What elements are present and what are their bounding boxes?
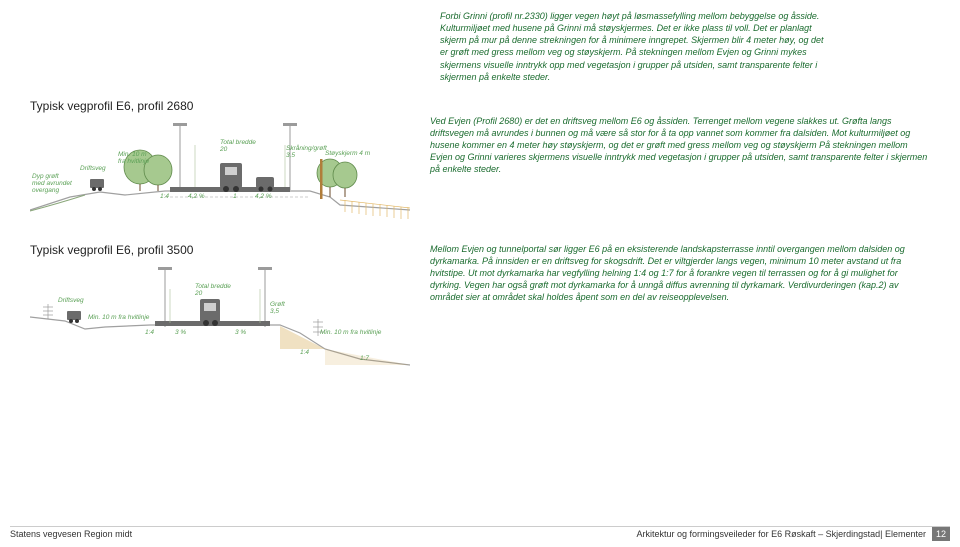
section-title-2680: Typisk vegprofil E6, profil 2680 <box>30 99 930 113</box>
label-s2: 4,2 % <box>188 193 205 200</box>
label-dyp-groft: Dyp grøftmed avrundetovergang <box>32 173 72 194</box>
diagram-3500: Driftsveg Min. 10 m fra hvitlinje Total … <box>30 259 410 374</box>
page-number: 12 <box>932 527 950 541</box>
label-s1: 1:4 <box>160 193 169 200</box>
label-3l: 3 % <box>175 329 186 336</box>
label-min10r-2: Min. 10 m fra hvitlinje <box>320 329 381 336</box>
footer-left: Statens vegvesen Region midt <box>10 529 132 539</box>
label-s3: 4,2 % <box>255 193 272 200</box>
label-min10: Min. 10 mfra hvitlinje <box>118 151 149 165</box>
label-l14: 1:4 <box>145 329 154 336</box>
label-groft-2: Grøft3,5 <box>270 301 285 315</box>
label-total: Total bredde20 <box>220 139 256 153</box>
diagram-2680: Dyp grøftmed avrundetovergang Driftsveg … <box>30 115 410 225</box>
section-title-3500: Typisk vegprofil E6, profil 3500 <box>30 243 410 257</box>
label-driftsveg: Driftsveg <box>80 165 106 172</box>
label-3r: 3 % <box>235 329 246 336</box>
label-stoyskjerm: Støyskjerm 4 m <box>325 150 370 157</box>
label-one: 1 <box>233 193 237 200</box>
label-skraning: Skråning/grøft3,5 <box>286 145 327 159</box>
label-total-2: Total bredde20 <box>195 283 231 297</box>
label-r17: 1:7 <box>360 355 369 362</box>
desc-3500: Mellom Evjen og tunnelportal sør ligger … <box>430 243 930 374</box>
label-r14: 1:4 <box>300 349 309 356</box>
label-min10-2: Min. 10 m fra hvitlinje <box>88 314 149 321</box>
desc-2680: Ved Evjen (Profil 2680) er det en drifts… <box>430 115 930 225</box>
top-paragraph: Forbi Grinni (profil nr.2330) ligger veg… <box>440 10 830 83</box>
section-2680: Typisk vegprofil E6, profil 2680 <box>30 99 930 225</box>
section-3500: Typisk vegprofil E6, profil 3500 <box>30 243 930 374</box>
footer: Statens vegvesen Region midt Arkitektur … <box>0 527 960 541</box>
label-driftsveg-2: Driftsveg <box>58 297 84 304</box>
footer-doc-title: Arkitektur og formingsveileder for E6 Rø… <box>637 529 926 539</box>
